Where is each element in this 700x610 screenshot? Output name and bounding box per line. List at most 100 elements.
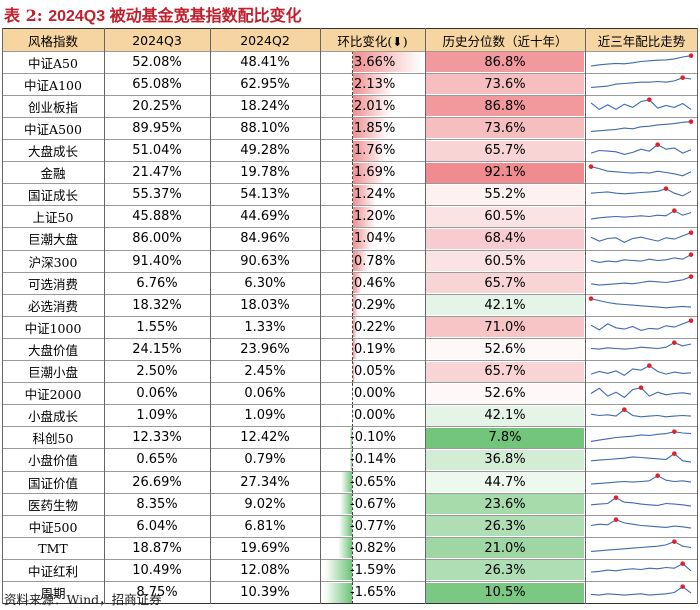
q3-ratio: 21.47% [132, 165, 182, 181]
percentile-cell: 26.3% [425, 515, 585, 537]
trend-line [590, 320, 692, 332]
percentile-cell: 55.2% [425, 184, 585, 206]
percentile-cell: 7.8% [425, 427, 585, 449]
trend-sparkline [590, 318, 694, 332]
q2-ratio: 19.78% [240, 165, 290, 181]
percentile-fill [426, 96, 584, 117]
q3-ratio: 65.08% [132, 76, 182, 92]
q2-ratio: 44.69% [240, 209, 290, 225]
q3-ratio: 51.04% [132, 143, 182, 159]
percentile-value: 55.2% [484, 187, 526, 203]
percentile-cell: 65.7% [425, 361, 585, 383]
percentile-cell: 42.1% [425, 405, 585, 427]
qoq-change-value: 2.13% [354, 76, 396, 92]
table-number: 表 2: [4, 6, 43, 25]
q3-ratio: 26.69% [132, 474, 182, 490]
change-bar [353, 361, 355, 382]
trend-peak-marker [672, 539, 677, 545]
trend-cell [585, 427, 698, 449]
table-row: 上证50 45.88% 44.69% 1.20% 60.5% [2, 205, 698, 228]
index-name: 巨潮小盘 [27, 365, 78, 381]
trend-sparkline [590, 384, 692, 398]
q2-ratio: 6.81% [244, 518, 286, 534]
zero-axis [352, 139, 353, 162]
percentile-value: 36.8% [484, 452, 526, 468]
zero-axis [352, 471, 353, 494]
percentile-cell: 52.6% [425, 338, 585, 360]
change-bar [323, 582, 352, 603]
table-row: TMT 18.87% 19.69% -0.82% 21.0% [2, 537, 698, 560]
percentile-fill [426, 228, 584, 249]
row-divider [2, 50, 698, 52]
q3-ratio: 12.33% [132, 430, 182, 446]
trend-peak-marker [688, 318, 694, 324]
percentile-fill [426, 140, 584, 161]
change-bar [353, 317, 358, 338]
index-name: 小盘价值 [27, 453, 78, 469]
qoq-change-value: 0.19% [354, 341, 396, 357]
trend-sparkline [590, 252, 694, 263]
trend-peak-marker [680, 561, 685, 567]
percentile-value: 65.7% [484, 275, 526, 291]
trend-line [590, 232, 692, 243]
trend-sparkline [590, 407, 692, 418]
row-divider [2, 404, 698, 406]
q3-ratio: 20.25% [132, 98, 182, 114]
trend-sparkline [590, 517, 692, 529]
percentile-value: 86.8% [484, 54, 526, 70]
index-name: 国证成长 [27, 188, 78, 204]
trend-sparkline [590, 429, 692, 442]
row-divider [2, 227, 698, 229]
qoq-change-value: -0.67% [350, 496, 396, 512]
percentile-cell: 65.7% [425, 140, 585, 162]
percentile-value: 44.7% [484, 474, 526, 490]
qoq-change-value: 2.01% [354, 98, 396, 114]
trend-cell [585, 51, 698, 73]
q2-ratio: 12.42% [240, 430, 290, 446]
qoq-change-cell: 0.00% [320, 404, 425, 427]
percentile-fill [426, 52, 584, 73]
qoq-change-cell: -1.65% [320, 581, 425, 604]
trend-line [590, 298, 692, 309]
column-divider [425, 28, 426, 604]
qoq-change-cell: -0.82% [320, 537, 425, 560]
trend-sparkline [590, 230, 694, 243]
trend-peak-marker [680, 583, 685, 589]
trend-cell [585, 493, 698, 515]
table-row: 大盘成长 51.04% 49.28% 1.76% 65.7% [2, 139, 698, 162]
qoq-change-value: 0.29% [354, 297, 396, 313]
index-name: TMT [38, 540, 68, 556]
table-row: 中证A500 89.95% 88.10% 1.85% 73.6% [2, 117, 698, 140]
index-name: 周期 [40, 586, 66, 602]
qoq-change-value: 1.20% [354, 209, 396, 225]
percentile-cell: 52.6% [425, 383, 585, 405]
trend-peak-marker [688, 274, 694, 280]
zero-axis [352, 493, 353, 516]
percentile-cell: 86.8% [425, 95, 585, 117]
trend-line [590, 165, 692, 176]
q2-ratio: 62.95% [240, 76, 290, 92]
percentile-fill [426, 427, 584, 448]
change-bar [353, 140, 387, 161]
change-bar [353, 206, 376, 227]
percentile-cell: 71.0% [425, 316, 585, 338]
index-name: 中证1000 [24, 320, 82, 336]
trend-line [590, 187, 692, 197]
trend-peak-marker [647, 97, 652, 103]
trend-sparkline [590, 186, 692, 197]
qoq-change-cell: 2.01% [320, 95, 425, 118]
trend-cell [585, 582, 698, 604]
trend-sparkline [590, 340, 692, 351]
q3-ratio: 55.37% [132, 187, 182, 203]
qoq-change-cell: 3.66% [320, 51, 425, 74]
trend-sparkline [590, 561, 692, 574]
trend-line [590, 475, 692, 485]
row-divider [2, 514, 698, 516]
trend-peak-marker [672, 429, 677, 434]
row-divider [2, 249, 698, 251]
trend-cell [585, 383, 698, 405]
row-divider [2, 448, 698, 450]
percentile-cell: 60.5% [425, 206, 585, 228]
percentile-cell: 21.0% [425, 537, 585, 559]
q2-ratio: 6.30% [244, 275, 286, 291]
